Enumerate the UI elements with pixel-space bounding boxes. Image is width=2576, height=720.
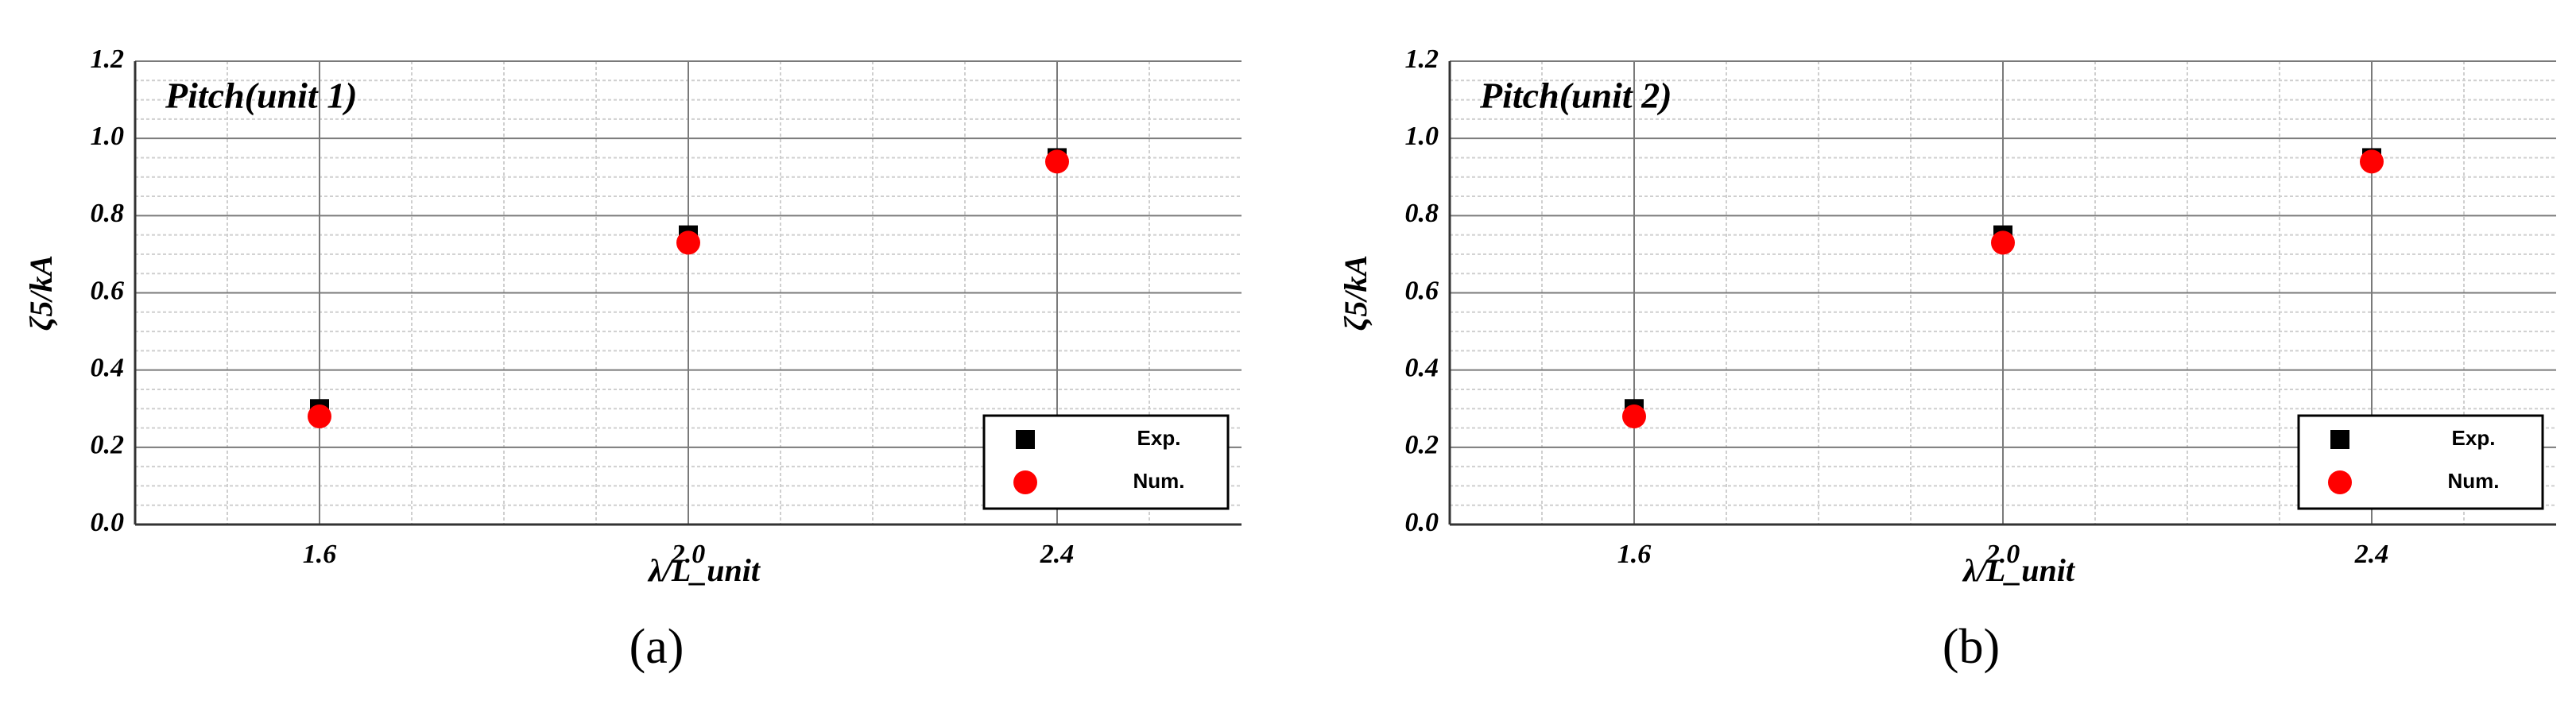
legend-box — [982, 414, 1230, 510]
marker — [1045, 149, 1069, 174]
y-tick-label: 0.0 — [1405, 508, 1439, 537]
y-tick-label: 0.8 — [1405, 199, 1439, 228]
y-tick-label: 1.0 — [91, 122, 125, 151]
marker — [2328, 470, 2352, 494]
marker — [676, 230, 700, 255]
x-axis-label: λ/L_unit — [1962, 552, 2076, 588]
legend-label: Exp. — [1137, 426, 1181, 450]
x-tick-label: 2.0 — [1985, 540, 2020, 569]
x-tick-label: 1.6 — [303, 540, 337, 569]
marker — [308, 404, 331, 428]
legend-label: Num. — [1133, 469, 1185, 493]
marker — [1991, 230, 2015, 255]
y-tick-label: 0.6 — [1405, 276, 1439, 305]
x-tick-label: 2.0 — [671, 540, 706, 569]
marker — [1013, 470, 1037, 494]
x-tick-label: 1.6 — [1617, 540, 1652, 569]
legend-label: Exp. — [2452, 426, 2496, 450]
chart-title: Pitch(unit 2) — [1479, 75, 1672, 116]
y-tick-label: 1.0 — [1405, 122, 1439, 151]
y-tick-label: 0.2 — [1405, 431, 1439, 460]
y-axis-label: ζ5/kA — [23, 255, 59, 331]
caption: (a) — [629, 620, 684, 674]
x-tick-label: 2.4 — [2354, 540, 2389, 569]
y-tick-label: 1.2 — [91, 45, 125, 74]
marker — [2330, 430, 2349, 449]
y-tick-label: 0.4 — [91, 353, 125, 382]
y-axis-label: ζ5/kA — [1338, 255, 1373, 331]
caption: (b) — [1943, 620, 2000, 674]
y-tick-label: 0.6 — [91, 276, 125, 305]
chart: 0.0 0.2 0.4 0.6 0.8 1.0 1.2 1.6 2.0 2.4 Pitch(unit… — [1338, 45, 2556, 674]
legend-label: Num. — [2448, 469, 2500, 493]
chart-title: Pitch(unit 1) — [165, 75, 358, 116]
y-tick-label: 1.2 — [1405, 45, 1439, 74]
y-tick-label: 0.8 — [91, 199, 125, 228]
x-tick-label: 2.4 — [1040, 540, 1075, 569]
chart: 0.0 0.2 0.4 0.6 0.8 1.0 1.2 1.6 2.0 2.4 Pitch(unit… — [23, 45, 1242, 674]
legend-box — [2297, 414, 2544, 510]
marker — [2360, 149, 2384, 174]
y-tick-label: 0.0 — [91, 508, 125, 537]
y-tick-label: 0.2 — [91, 431, 125, 460]
marker — [1622, 404, 1646, 428]
x-axis-label: λ/L_unit — [647, 552, 761, 588]
y-tick-label: 0.4 — [1405, 353, 1439, 382]
marker — [1016, 430, 1035, 449]
